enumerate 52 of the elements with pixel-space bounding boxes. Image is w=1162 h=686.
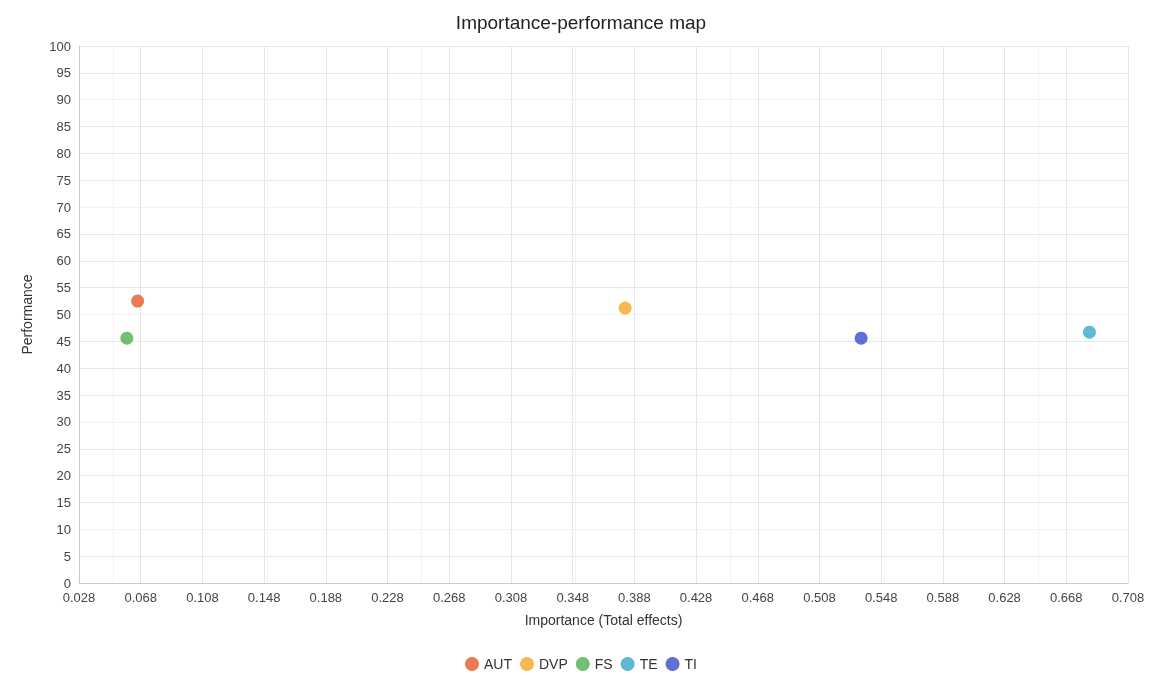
y-tick-label: 15 xyxy=(56,494,71,510)
point xyxy=(120,331,134,345)
point xyxy=(854,331,868,345)
x-tick-label: 0.348 xyxy=(556,590,589,605)
y-tick-label: 30 xyxy=(56,414,71,430)
legend-label: FS xyxy=(594,656,613,672)
x-tick-label: 0.708 xyxy=(1111,590,1145,605)
x-tick-label: 0.028 xyxy=(62,590,96,605)
y-tick-label: 35 xyxy=(56,387,71,403)
y-tick-label: 60 xyxy=(56,253,71,269)
x-tick-label: 0.068 xyxy=(124,590,157,605)
y-tick-label: 85 xyxy=(56,119,71,135)
x-tick-label: 0.268 xyxy=(432,590,466,605)
y-tick-label: 50 xyxy=(56,307,71,322)
y-tick-label: 95 xyxy=(56,65,71,81)
x-axis-title: Importance (Total effects) xyxy=(524,612,683,628)
x-tick-label: 0.228 xyxy=(371,590,404,605)
point xyxy=(131,294,145,308)
chart-title: Importance-performance map xyxy=(455,12,707,33)
y-tick-label: 0 xyxy=(63,575,71,591)
x-tick-label: 0.308 xyxy=(494,590,528,605)
y-tick-label: 25 xyxy=(56,441,71,457)
point xyxy=(1082,325,1096,339)
point xyxy=(618,301,632,315)
y-tick-label: 5 xyxy=(63,548,71,564)
legend-label: AUT xyxy=(484,656,513,672)
x-tick-label: 0.188 xyxy=(309,590,343,605)
y-tick-label: 10 xyxy=(56,521,71,537)
x-tick-label: 0.388 xyxy=(618,590,651,605)
y-tick-label: 70 xyxy=(56,199,71,215)
x-tick-label: 0.428 xyxy=(679,590,713,605)
y-tick-label: 65 xyxy=(56,226,71,242)
x-tick-label: 0.468 xyxy=(741,590,775,605)
x-tick-label: 0.588 xyxy=(926,590,960,605)
y-tick-label: 45 xyxy=(56,333,71,349)
x-tick-label: 0.508 xyxy=(803,590,836,605)
x-tick-label: 0.668 xyxy=(1050,590,1083,605)
y-tick-label: 40 xyxy=(56,360,71,376)
x-tick-label: 0.548 xyxy=(864,590,898,605)
legend-label: DVP xyxy=(539,656,568,672)
y-tick-label: 55 xyxy=(56,280,71,296)
x-tick-label: 0.108 xyxy=(186,590,219,605)
y-tick-label: 90 xyxy=(56,92,71,108)
y-tick-label: 80 xyxy=(56,145,71,161)
legend-label: TE xyxy=(639,656,658,672)
y-tick-label: 75 xyxy=(56,172,71,188)
y-tick-label: 100 xyxy=(49,38,71,54)
legend-label: TI xyxy=(684,656,698,672)
y-axis-title: Performance xyxy=(19,274,35,355)
x-tick-label: 0.148 xyxy=(247,590,281,605)
y-tick-label: 20 xyxy=(56,468,71,484)
x-tick-label: 0.628 xyxy=(988,590,1021,605)
